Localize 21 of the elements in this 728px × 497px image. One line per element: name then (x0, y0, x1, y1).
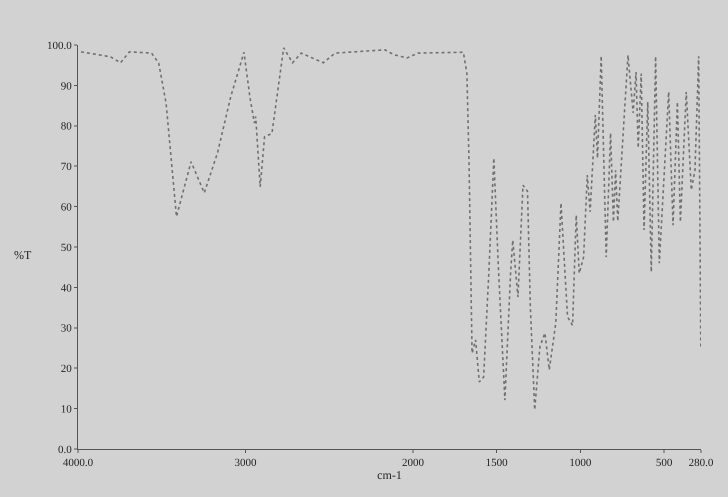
x-tick-label: 1500 (486, 457, 508, 470)
y-axis-title: %T (14, 248, 32, 262)
x-tick-label: 3000 (234, 457, 257, 470)
x-tick-label: 500 (656, 457, 673, 470)
y-tick-label: 40 (60, 282, 72, 294)
x-axis-title: cm-1 (377, 468, 402, 482)
line-series (80, 47, 701, 411)
y-tick-label: 50 (60, 242, 72, 254)
x-tick-label: 1000 (569, 457, 592, 470)
x-tick-label: 4000.0 (62, 457, 94, 470)
y-tick-label: 10 (60, 403, 72, 416)
x-tick-label: 280.0 (688, 457, 714, 470)
y-tick-label: 100.0 (47, 40, 72, 52)
y-tick-label: 20 (60, 363, 72, 376)
y-tick-label: 0.0 (58, 444, 72, 456)
y-tick-label: 70 (60, 161, 72, 174)
y-tick-label: 60 (60, 201, 72, 214)
x-tick-label: 2000 (402, 457, 424, 470)
y-tick-label: 90 (60, 80, 72, 92)
y-tick-label: 80 (60, 120, 72, 133)
y-tick-label: 30 (60, 322, 72, 335)
